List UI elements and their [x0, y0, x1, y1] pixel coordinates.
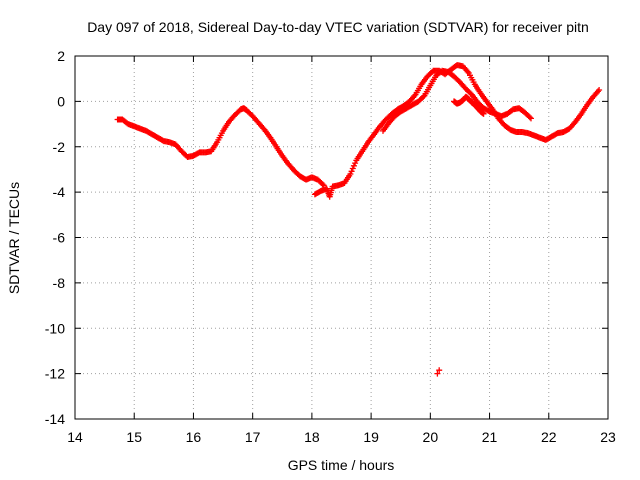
- x-tick-label: 15: [126, 429, 142, 445]
- y-axis-label: SDTVAR / TECUs: [6, 182, 22, 294]
- y-tick-label: -14: [45, 411, 65, 427]
- data-point: [528, 115, 534, 122]
- x-axis-tick-labels: 14 15 16 17 18 19 20 21 22 23: [67, 429, 616, 445]
- y-tick-label: 0: [57, 93, 65, 109]
- y-tick-label: -6: [53, 230, 66, 246]
- x-tick-label: 14: [67, 429, 83, 445]
- data-point: [350, 162, 357, 169]
- y-axis-tick-labels: 2 0 -2 -4 -6 -8 -10 -12 -14: [45, 48, 65, 427]
- x-tick-label: 19: [363, 429, 379, 445]
- data-point: [526, 114, 533, 121]
- y-tick-label: -4: [53, 184, 66, 200]
- x-tick-label: 16: [186, 429, 202, 445]
- x-tick-label: 20: [423, 429, 439, 445]
- plot-frame: [74, 55, 609, 420]
- data-point: [347, 171, 354, 177]
- y-tick-label: -10: [45, 320, 65, 336]
- data-point: [464, 68, 471, 75]
- x-tick-label: 17: [245, 429, 261, 445]
- data-point: [420, 93, 427, 100]
- data-point: [411, 92, 418, 99]
- data-point: [434, 370, 441, 377]
- data-point: [480, 110, 487, 117]
- x-tick-label: 21: [482, 429, 498, 445]
- data-point: [596, 87, 603, 93]
- x-axis-label: GPS time / hours: [288, 457, 395, 473]
- data-point: [349, 165, 356, 172]
- y-tick-label: -2: [53, 139, 66, 155]
- data-point: [436, 367, 443, 374]
- y-tick-label: -8: [53, 275, 66, 291]
- x-tick-label: 22: [541, 429, 557, 445]
- y-tick-label: -12: [45, 366, 65, 382]
- data-point: [352, 160, 359, 167]
- data-point: [319, 181, 326, 188]
- axis-ticks: [74, 55, 609, 420]
- data-point: [348, 168, 355, 175]
- data-points: [114, 62, 603, 377]
- grid-lines: [75, 56, 608, 419]
- chart-title: Day 097 of 2018, Sidereal Day-to-day VTE…: [87, 19, 589, 35]
- x-tick-label: 18: [304, 429, 320, 445]
- y-tick-label: 2: [57, 48, 65, 64]
- x-tick-label: 23: [600, 429, 616, 445]
